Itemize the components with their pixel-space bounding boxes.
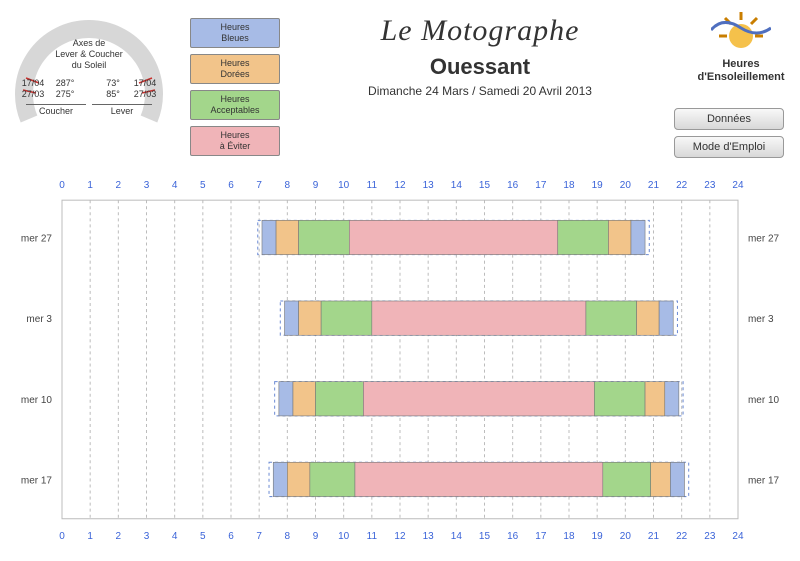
svg-text:3: 3	[144, 531, 150, 542]
svg-text:1: 1	[87, 531, 93, 542]
svg-text:2: 2	[116, 180, 122, 191]
svg-text:12: 12	[394, 531, 406, 542]
legend-item: HeuresDorées	[190, 54, 280, 84]
dial-labels: Coucher Lever	[14, 104, 164, 116]
svg-text:22: 22	[676, 180, 688, 191]
svg-text:9: 9	[313, 180, 319, 191]
svg-text:19: 19	[592, 180, 604, 191]
svg-text:13: 13	[423, 531, 435, 542]
svg-text:6: 6	[228, 180, 234, 191]
svg-text:3: 3	[144, 180, 150, 191]
svg-text:5: 5	[200, 180, 206, 191]
svg-text:9: 9	[313, 531, 319, 542]
svg-text:mer 10: mer 10	[748, 395, 780, 406]
svg-text:0: 0	[59, 180, 65, 191]
legend-item: Heuresà Éviter	[190, 126, 280, 156]
svg-text:10: 10	[338, 531, 350, 542]
svg-text:23: 23	[704, 180, 716, 191]
svg-text:mer 3: mer 3	[26, 314, 52, 325]
sun-axes-dial: Axes de Lever & Coucher du Soleil 17/042…	[14, 14, 164, 164]
legend-item: HeuresBleues	[190, 18, 280, 48]
svg-text:2: 2	[116, 531, 122, 542]
svg-text:21: 21	[648, 531, 660, 542]
svg-text:16: 16	[507, 180, 519, 191]
svg-text:4: 4	[172, 180, 178, 191]
sunlight-chart: 0011223344556677889910101111121213131414…	[18, 178, 782, 551]
svg-text:18: 18	[563, 180, 575, 191]
svg-text:mer 27: mer 27	[21, 233, 53, 244]
dial-title: Axes de Lever & Coucher du Soleil	[14, 38, 164, 71]
svg-text:24: 24	[732, 531, 744, 542]
svg-text:17: 17	[535, 180, 547, 191]
svg-text:mer 10: mer 10	[21, 395, 53, 406]
location-title: Ouessant	[300, 54, 660, 80]
svg-text:7: 7	[256, 531, 262, 542]
svg-text:7: 7	[256, 180, 262, 191]
svg-text:1: 1	[87, 180, 93, 191]
svg-text:mer 27: mer 27	[748, 233, 780, 244]
legend: HeuresBleues HeuresDorées HeuresAcceptable…	[190, 18, 280, 162]
svg-text:24: 24	[732, 180, 744, 191]
svg-text:15: 15	[479, 180, 491, 191]
svg-text:14: 14	[451, 531, 463, 542]
brand-title: Le Motographe	[300, 14, 660, 48]
svg-text:8: 8	[285, 531, 291, 542]
svg-text:8: 8	[285, 180, 291, 191]
svg-text:mer 17: mer 17	[21, 475, 53, 486]
svg-text:14: 14	[451, 180, 463, 191]
svg-text:mer 3: mer 3	[748, 314, 774, 325]
date-range: Dimanche 24 Mars / Samedi 20 Avril 2013	[300, 84, 660, 98]
svg-text:4: 4	[172, 531, 178, 542]
sunshine-logo: Heures d'Ensoleillement	[696, 8, 786, 84]
svg-text:22: 22	[676, 531, 688, 542]
svg-text:0: 0	[59, 531, 65, 542]
svg-text:15: 15	[479, 531, 491, 542]
svg-text:21: 21	[648, 180, 660, 191]
dial-values: 17/0427/03 287°275° 73°85° 17/0427/03	[14, 78, 164, 100]
title-block: Le Motographe Ouessant Dimanche 24 Mars …	[300, 14, 660, 98]
svg-text:23: 23	[704, 531, 716, 542]
svg-text:5: 5	[200, 531, 206, 542]
data-button[interactable]: Données	[674, 108, 784, 130]
svg-text:13: 13	[423, 180, 435, 191]
svg-text:mer 17: mer 17	[748, 475, 780, 486]
svg-text:6: 6	[228, 531, 234, 542]
svg-text:19: 19	[592, 531, 604, 542]
legend-item: HeuresAcceptables	[190, 90, 280, 120]
svg-text:11: 11	[367, 531, 378, 542]
svg-text:18: 18	[563, 531, 575, 542]
svg-text:11: 11	[367, 180, 378, 191]
svg-text:10: 10	[338, 180, 350, 191]
svg-text:12: 12	[394, 180, 406, 191]
svg-text:20: 20	[620, 180, 632, 191]
help-button[interactable]: Mode d'Emploi	[674, 136, 784, 158]
svg-text:20: 20	[620, 531, 632, 542]
svg-text:17: 17	[535, 531, 547, 542]
svg-text:16: 16	[507, 531, 519, 542]
